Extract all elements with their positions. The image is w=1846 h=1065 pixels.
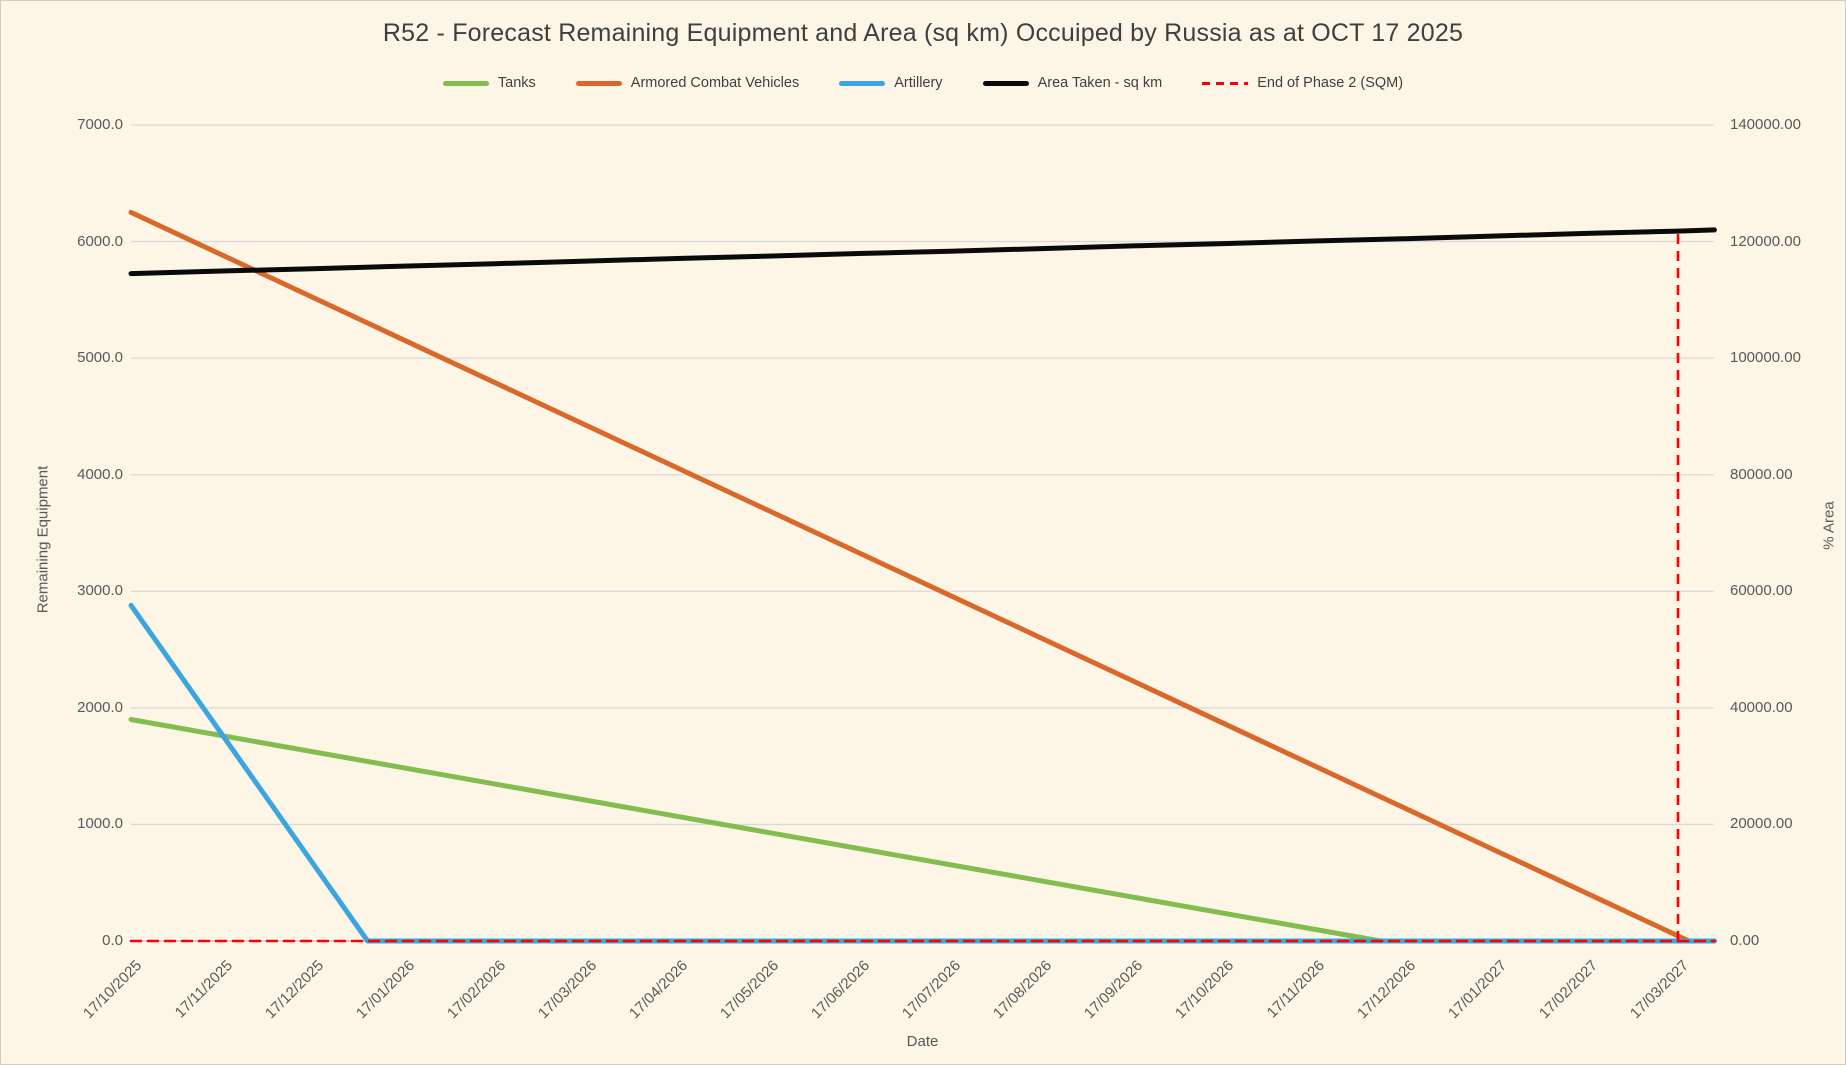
y-left-tick-label: 4000.0	[77, 465, 123, 483]
y-right-tick-label: 0.00	[1730, 932, 1760, 949]
legend-item-end-of-phase-2: End of Phase 2 (SQM)	[1202, 75, 1403, 91]
y-left-tick-label: 7000.0	[77, 116, 123, 133]
y-left-tick-label: 5000.0	[77, 349, 123, 367]
series-line-armored-combat-vehicles	[128, 209, 1717, 944]
legend-item-area-taken: Area Taken - sq km	[982, 75, 1163, 91]
y-axis-left-title: Remaining Equipment	[34, 465, 52, 614]
y-left-tick-label: 2000.0	[77, 698, 123, 716]
end-of-phase-2-dashed-swatch-icon	[1202, 81, 1249, 85]
series-line-artillery	[128, 602, 1717, 944]
legend-item-artillery: Artillery	[839, 75, 943, 91]
y-left-tick-label: 0.0	[102, 932, 123, 949]
y-right-tick-label: 20000.00	[1730, 815, 1793, 833]
legend: Tanks Armored Combat Vehicles Artillery …	[1, 75, 1845, 91]
artillery-line-swatch-icon	[839, 80, 886, 86]
legend-label: Armored Combat Vehicles	[630, 75, 800, 91]
y-right-tick-label: 140000.00	[1730, 116, 1801, 133]
x-axis-title: Date	[906, 1033, 939, 1050]
series-line-tanks	[128, 717, 1717, 944]
y-left-tick-label: 6000.0	[77, 232, 123, 250]
y-right-tick-label: 60000.00	[1730, 582, 1793, 600]
chart-title: R52 - Forecast Remaining Equipment and A…	[382, 19, 1464, 47]
y-left-tick-label: 3000.0	[77, 582, 123, 600]
acv-line-swatch-icon	[575, 80, 622, 86]
y-right-tick-label: 100000.00	[1730, 349, 1801, 367]
legend-item-armored-combat-vehicles: Armored Combat Vehicles	[575, 75, 800, 91]
legend-label: Tanks	[497, 75, 536, 91]
y-left-tick-label: 1000.0	[77, 815, 123, 833]
y-right-tick-label: 120000.00	[1730, 232, 1801, 250]
y-right-tick-label: 80000.00	[1730, 465, 1793, 483]
area-taken-line-swatch-icon	[982, 80, 1029, 86]
legend-item-tanks: Tanks	[442, 75, 536, 91]
series-line-area-taken-sq-km	[128, 227, 1717, 277]
y-right-tick-label: 40000.00	[1730, 698, 1793, 716]
y-axis-right-title: % Area	[1820, 501, 1838, 550]
legend-label: Artillery	[894, 75, 943, 91]
legend-label: End of Phase 2 (SQM)	[1257, 75, 1404, 91]
legend-label: Area Taken - sq km	[1037, 75, 1163, 91]
tanks-line-swatch-icon	[442, 80, 489, 86]
